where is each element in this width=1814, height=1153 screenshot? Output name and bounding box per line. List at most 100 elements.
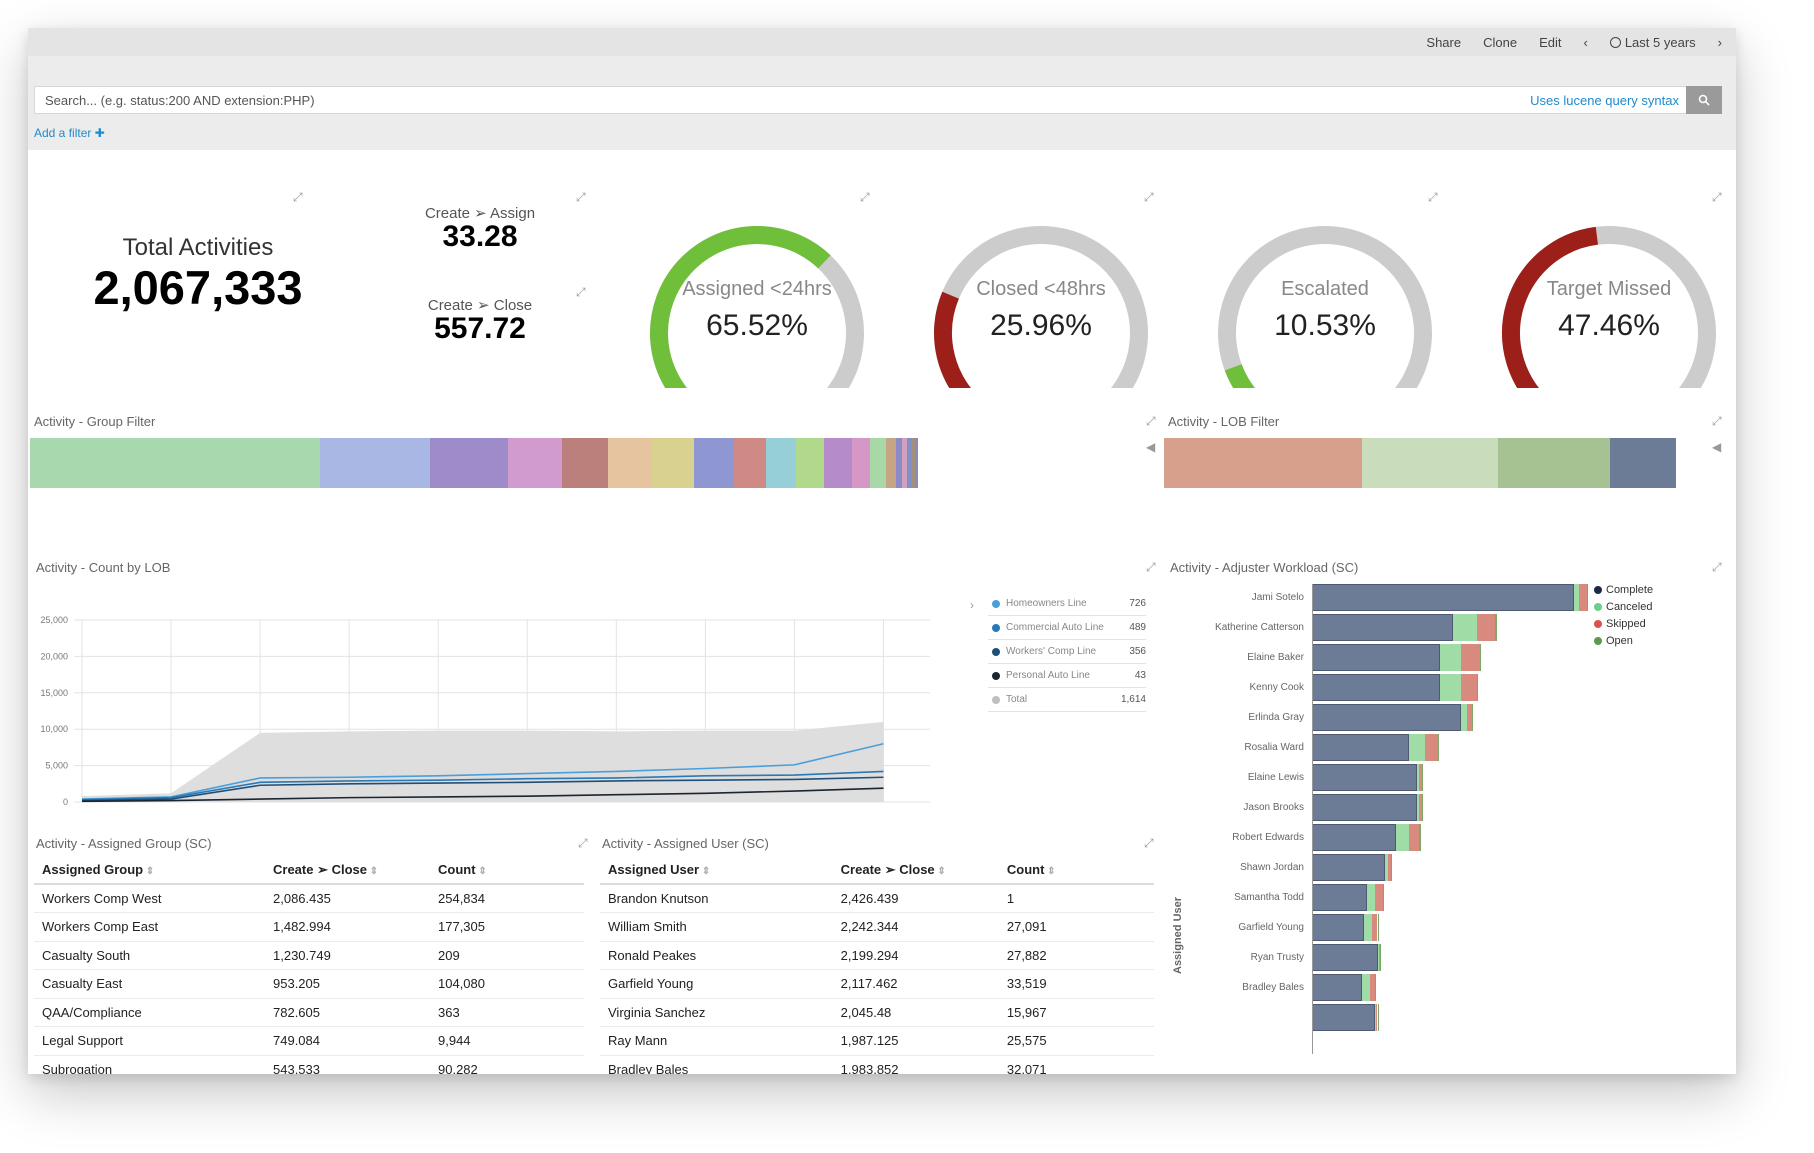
legend-row[interactable]: Workers' Comp Line 356	[988, 640, 1146, 664]
bar-segment-canceled[interactable]	[1377, 944, 1379, 971]
bar-segment-open[interactable]	[1419, 824, 1421, 851]
workload-legend-item[interactable]: Skipped	[1594, 615, 1653, 632]
bar-segment-skipped[interactable]	[1372, 914, 1378, 941]
bar-segment-canceled[interactable]	[1408, 734, 1425, 761]
bar-segment-skipped[interactable]	[1419, 764, 1423, 791]
expand-icon[interactable]: ⤢	[293, 190, 303, 204]
bar-segment-canceled[interactable]	[1574, 584, 1580, 611]
bar-segment-complete[interactable]	[1312, 884, 1368, 911]
bar-segment-complete[interactable]	[1312, 944, 1378, 971]
bar-segment-open[interactable]	[1382, 884, 1385, 911]
sort-icon[interactable]: ⇕	[699, 866, 711, 877]
bar-segment-canceled[interactable]	[1367, 884, 1375, 911]
column-header[interactable]: Create ➢ Close ⇕	[265, 856, 430, 885]
workload-legend-item[interactable]: Open	[1594, 632, 1653, 649]
group-segment[interactable]	[508, 438, 562, 488]
bar-segment-complete[interactable]	[1312, 914, 1365, 941]
search-button[interactable]	[1686, 86, 1722, 114]
bar-segment-canceled[interactable]	[1461, 704, 1467, 731]
workload-legend-item[interactable]: Complete	[1594, 581, 1653, 598]
bar-segment-complete[interactable]	[1312, 704, 1462, 731]
back-icon[interactable]: ◀	[1146, 440, 1156, 454]
table-row[interactable]: Workers Comp West 2,086.435 254,834	[34, 884, 584, 913]
back-icon[interactable]: ◀	[1712, 440, 1722, 454]
lob-segment[interactable]	[1362, 438, 1498, 488]
lob-filter-strip[interactable]	[1164, 438, 1676, 488]
bar-segment-complete[interactable]	[1312, 1004, 1375, 1031]
bar-segment-skipped[interactable]	[1369, 974, 1375, 1001]
bar-segment-canceled[interactable]	[1374, 1004, 1377, 1031]
group-segment[interactable]	[320, 438, 430, 488]
group-segment[interactable]	[734, 438, 766, 488]
bar-segment-skipped[interactable]	[1408, 824, 1420, 851]
expand-icon[interactable]: ⤢	[576, 190, 586, 204]
bar-segment-open[interactable]	[1377, 914, 1379, 941]
bar-segment-open[interactable]	[1377, 1004, 1379, 1031]
column-header[interactable]: Assigned User ⇕	[600, 856, 833, 885]
legend-row[interactable]: Personal Auto Line 43	[988, 664, 1146, 688]
group-segment[interactable]	[766, 438, 796, 488]
legend-row[interactable]: Total 1,614	[988, 688, 1146, 712]
expand-icon[interactable]: ⤢	[1428, 190, 1438, 204]
expand-icon[interactable]: ⤢	[578, 836, 588, 850]
table-row[interactable]: Garfield Young 2,117.462 33,519	[600, 969, 1154, 999]
bar-segment-complete[interactable]	[1312, 764, 1417, 791]
column-header[interactable]: Count ⇕	[998, 856, 1154, 885]
bar-segment-complete[interactable]	[1312, 734, 1409, 761]
bar-segment-open[interactable]	[1479, 644, 1481, 671]
group-segment[interactable]	[886, 438, 896, 488]
table-row[interactable]: Subrogation 543.533 90,282	[34, 1055, 584, 1074]
bar-segment-skipped[interactable]	[1461, 674, 1478, 701]
lucene-syntax-link[interactable]: Uses lucene query syntax	[1530, 93, 1679, 108]
bar-segment-complete[interactable]	[1312, 824, 1396, 851]
group-segment[interactable]	[652, 438, 694, 488]
group-filter-strip[interactable]	[30, 438, 1080, 488]
lob-segment[interactable]	[1498, 438, 1610, 488]
bar-segment-complete[interactable]	[1312, 644, 1441, 671]
group-segment[interactable]	[911, 438, 915, 488]
bar-segment-skipped[interactable]	[1376, 1004, 1378, 1031]
chevron-right-icon[interactable]: ›	[970, 598, 974, 612]
bar-segment-skipped[interactable]	[1378, 944, 1381, 971]
expand-icon[interactable]: ⤢	[1146, 560, 1156, 574]
legend-row[interactable]: Homeowners Line 726	[988, 592, 1146, 616]
lob-segment[interactable]	[1610, 438, 1676, 488]
bar-segment-skipped[interactable]	[1466, 704, 1472, 731]
bar-segment-complete[interactable]	[1312, 614, 1454, 641]
bar-segment-complete[interactable]	[1312, 794, 1417, 821]
group-segment[interactable]	[694, 438, 734, 488]
legend-row[interactable]: Commercial Auto Line 489	[988, 616, 1146, 640]
group-segment[interactable]	[852, 438, 870, 488]
bar-segment-open[interactable]	[1437, 734, 1440, 761]
group-segment[interactable]	[608, 438, 652, 488]
bar-segment-canceled[interactable]	[1440, 674, 1462, 701]
table-row[interactable]: Workers Comp East 1,482.994 177,305	[34, 912, 584, 942]
expand-icon[interactable]: ⤢	[576, 285, 586, 299]
bar-segment-skipped[interactable]	[1374, 884, 1383, 911]
group-segment[interactable]	[915, 438, 918, 488]
bar-segment-canceled[interactable]	[1416, 794, 1420, 821]
bar-segment-complete[interactable]	[1312, 584, 1574, 611]
table-row[interactable]: Bradley Bales 1,983.852 32,071	[600, 1055, 1154, 1074]
bar-segment-skipped[interactable]	[1424, 734, 1438, 761]
table-row[interactable]: Casualty East 953.205 104,080	[34, 969, 584, 999]
bar-segment-open[interactable]	[1587, 584, 1589, 611]
table-row[interactable]: Ray Mann 1,987.125 25,575	[600, 1026, 1154, 1056]
bar-segment-canceled[interactable]	[1453, 614, 1478, 641]
column-header[interactable]: Count ⇕	[430, 856, 584, 885]
time-picker[interactable]: Last 5 years	[1609, 35, 1696, 50]
expand-icon[interactable]: ⤢	[1146, 414, 1156, 428]
expand-icon[interactable]: ⤢	[860, 190, 870, 204]
bar-segment-open[interactable]	[1495, 614, 1497, 641]
bar-segment-open[interactable]	[1380, 944, 1382, 971]
chevron-left-icon[interactable]: ‹	[1583, 34, 1588, 50]
group-segment[interactable]	[30, 438, 320, 488]
search-input[interactable]: Search... (e.g. status:200 AND extension…	[34, 86, 1692, 114]
bar-segment-canceled[interactable]	[1361, 974, 1370, 1001]
bar-segment-skipped[interactable]	[1579, 584, 1588, 611]
group-segment[interactable]	[430, 438, 508, 488]
column-header[interactable]: Create ➢ Close ⇕	[832, 856, 999, 885]
bar-segment-open[interactable]	[1374, 974, 1377, 1001]
bar-segment-canceled[interactable]	[1395, 824, 1409, 851]
sort-icon[interactable]: ⇕	[1044, 866, 1056, 877]
